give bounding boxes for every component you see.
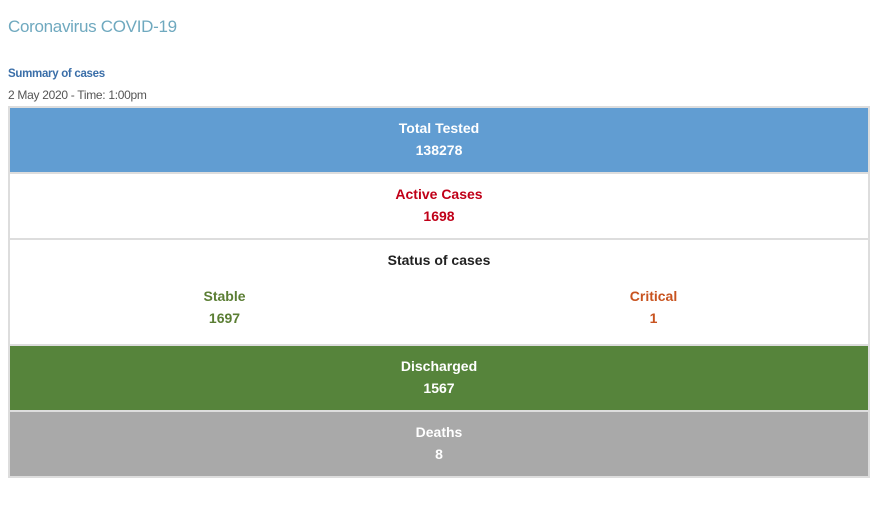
total-tested-label: Total Tested	[398, 120, 480, 136]
active-cases-value: 1698	[423, 208, 455, 224]
status-label: Status of cases	[387, 252, 491, 268]
discharged-label: Discharged	[400, 358, 478, 374]
active-cases-label: Active Cases	[395, 186, 483, 202]
critical-value: 1	[649, 310, 658, 326]
stable-value: 1697	[208, 310, 241, 326]
status-row: Status of cases Stable 1697 Critical 1	[10, 240, 868, 346]
report-date: 2 May 2020 - Time: 1:00pm	[8, 88, 147, 102]
summary-table: Total Tested 138278 Active Cases 1698 St…	[8, 106, 870, 478]
section-heading: Summary of cases	[8, 68, 105, 80]
deaths-label: Deaths	[415, 424, 463, 440]
discharged-row: Discharged 1567	[10, 346, 868, 412]
deaths-row: Deaths 8	[10, 412, 868, 476]
stable-cell: Stable 1697	[10, 288, 439, 326]
deaths-value: 8	[435, 446, 443, 462]
critical-cell: Critical 1	[439, 288, 868, 326]
stable-label: Stable	[203, 288, 246, 304]
critical-label: Critical	[629, 288, 678, 304]
page-title: Coronavirus COVID-19	[8, 17, 177, 36]
total-tested-row: Total Tested 138278	[10, 108, 868, 174]
total-tested-value: 138278	[415, 142, 463, 158]
discharged-value: 1567	[423, 380, 455, 396]
active-cases-row: Active Cases 1698	[10, 174, 868, 240]
